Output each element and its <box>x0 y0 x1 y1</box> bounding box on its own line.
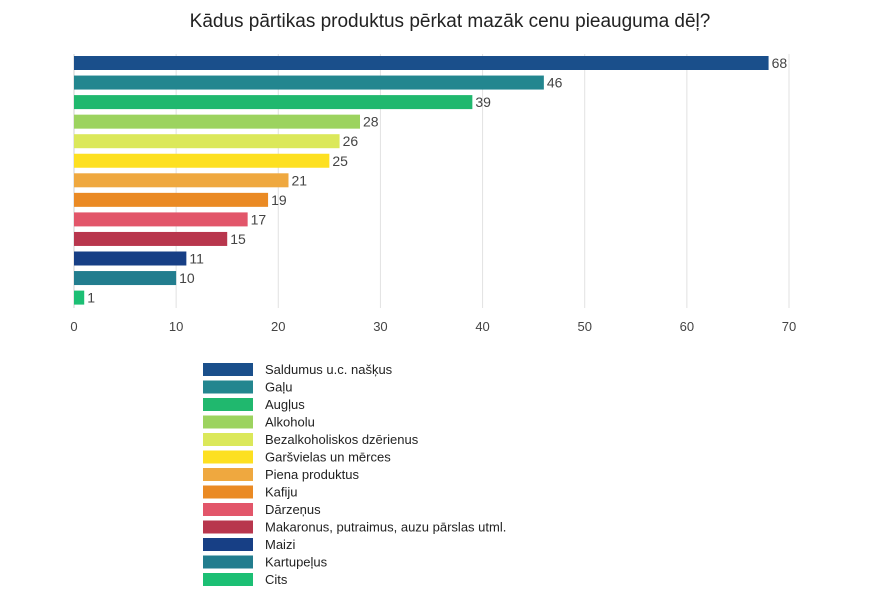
legend-label: Saldumus u.c. našķus <box>265 362 393 377</box>
x-axis: 0 10 20 30 40 50 60 70 <box>70 319 796 334</box>
legend-label: Bezalkoholiskos dzērienus <box>265 432 419 447</box>
legend-label: Augļus <box>265 397 305 412</box>
x-tick-label: 60 <box>680 319 694 334</box>
data-label: 21 <box>292 172 308 188</box>
legend-swatch <box>203 398 253 411</box>
bar <box>74 75 544 90</box>
x-tick-label: 10 <box>169 319 183 334</box>
bar <box>74 134 340 149</box>
bar <box>74 251 187 266</box>
data-label: 10 <box>179 270 195 286</box>
data-label: 28 <box>363 114 379 130</box>
bar <box>74 95 473 110</box>
data-label: 46 <box>547 75 563 91</box>
legend-label: Cits <box>265 572 288 587</box>
legend-label: Dārzeņus <box>265 502 321 517</box>
legend-label: Alkoholu <box>265 415 315 430</box>
legend-swatch <box>203 485 253 499</box>
x-tick-label: 30 <box>373 319 387 334</box>
bar <box>74 192 269 207</box>
bar <box>74 271 177 286</box>
legend-label: Makaronus, putraimus, auzu pārslas utml. <box>265 520 506 535</box>
bar <box>74 173 289 188</box>
x-tick-label: 50 <box>577 319 591 334</box>
data-label: 11 <box>189 251 204 267</box>
data-label: 26 <box>343 133 359 149</box>
legend-swatch <box>203 450 253 464</box>
legend-swatch <box>203 503 253 516</box>
legend-label: Kartupeļus <box>265 555 328 570</box>
x-tick-label: 20 <box>271 319 285 334</box>
legend-swatch <box>203 415 253 429</box>
legend-swatch <box>203 433 253 446</box>
bar <box>74 153 330 168</box>
x-tick-label: 0 <box>70 319 77 334</box>
bar <box>74 212 248 227</box>
data-label: 17 <box>251 211 267 227</box>
data-label: 25 <box>332 153 348 169</box>
x-tick-label: 40 <box>475 319 489 334</box>
legend-swatch <box>203 538 253 551</box>
legend-swatch <box>203 363 253 376</box>
legend-swatch <box>203 468 253 481</box>
x-tick-label: 70 <box>782 319 796 334</box>
legend-label: Kafiju <box>265 485 298 500</box>
data-label: 39 <box>475 94 491 110</box>
legend: Saldumus u.c. našķus Gaļu Augļus Alkoholu Be… <box>203 362 506 587</box>
bar <box>74 114 360 129</box>
chart-title: Kādus pārtikas produktus pērkat mazāk ce… <box>190 11 711 32</box>
legend-swatch <box>203 520 253 534</box>
legend-label: Piena produktus <box>265 467 359 482</box>
legend-swatch <box>203 573 253 586</box>
legend-swatch <box>203 380 253 394</box>
bar <box>74 231 228 246</box>
legend-label: Garšvielas un mērces <box>265 450 391 465</box>
legend-swatch <box>203 555 253 569</box>
legend-label: Maizi <box>265 537 295 552</box>
data-label: 1 <box>87 290 95 306</box>
data-label: 19 <box>271 192 287 208</box>
data-label: 15 <box>230 231 246 247</box>
bar <box>74 290 85 305</box>
legend-label: Gaļu <box>265 380 292 395</box>
data-label: 68 <box>772 55 788 71</box>
bar <box>74 56 769 70</box>
